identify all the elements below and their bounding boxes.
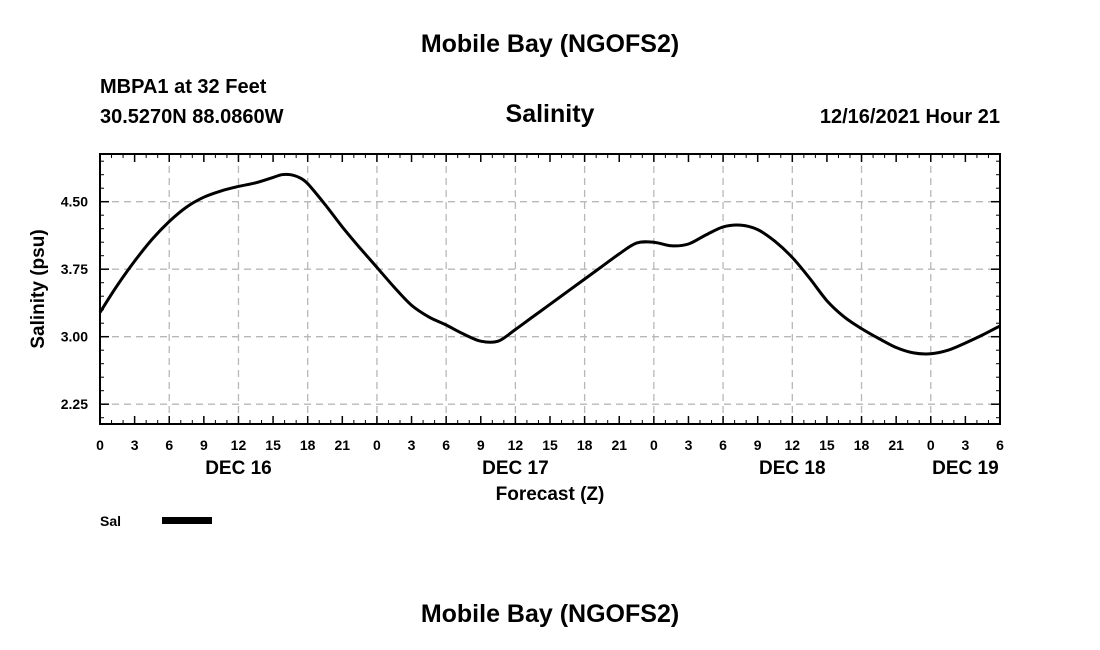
top-title: Mobile Bay (NGOFS2) — [420, 30, 680, 58]
x-tick-label: 0 — [96, 437, 104, 453]
labels-layer: 0 3 6 9 12 15 18 21 0 3 6 9 12 15 18 21 0 3 6 9 12 15 18 21 0 3 6 2… — [28, 194, 1004, 505]
x-tick-label: 18 — [300, 437, 316, 453]
legend-swatch-sal — [162, 517, 212, 524]
x-tick-label: 21 — [888, 437, 904, 453]
x-tick-label: 6 — [165, 437, 173, 453]
x-tick-label: 3 — [685, 437, 693, 453]
x-tick-label: 3 — [131, 437, 139, 453]
y-tick-label: 3.75 — [61, 261, 88, 277]
day-label: DEC 19 — [932, 458, 999, 479]
y-axis-label: Salinity (psu) — [28, 229, 49, 348]
plot-frame — [99, 153, 1001, 425]
x-tick-label: 15 — [542, 437, 558, 453]
chart-title: Salinity — [505, 100, 595, 128]
datetime-label: 12/16/2021 Hour 21 — [819, 106, 1000, 128]
x-tick-label: 6 — [442, 437, 450, 453]
x-tick-label: 15 — [265, 437, 281, 453]
series-layer — [98, 172, 1001, 356]
x-tick-label: 21 — [611, 437, 627, 453]
x-tick-label: 0 — [650, 437, 658, 453]
x-tick-label: 9 — [477, 437, 485, 453]
y-tick-label: 3.00 — [61, 329, 88, 345]
y-tick-label: 2.25 — [61, 396, 88, 412]
day-label: DEC 16 — [205, 458, 272, 479]
series-line-sal — [98, 172, 1001, 356]
x-tick-label: 0 — [373, 437, 381, 453]
x-tick-label: 18 — [577, 437, 593, 453]
x-tick-label: 15 — [819, 437, 835, 453]
day-label: DEC 18 — [759, 458, 826, 479]
coordinates-label: 30.5270N 88.0860W — [100, 106, 284, 128]
x-tick-label: 12 — [231, 437, 247, 453]
station-label: MBPA1 at 32 Feet — [100, 76, 267, 98]
bottom-title: Mobile Bay (NGOFS2) — [420, 600, 680, 628]
x-tick-label: 3 — [961, 437, 969, 453]
x-tick-label: 12 — [508, 437, 524, 453]
x-tick-label: 12 — [785, 437, 801, 453]
ticks-layer — [99, 154, 1001, 424]
x-tick-label: 18 — [854, 437, 870, 453]
y-tick-label: 4.50 — [61, 194, 88, 210]
x-tick-label: 3 — [408, 437, 416, 453]
day-label: DEC 17 — [482, 458, 549, 479]
x-tick-label: 9 — [200, 437, 208, 453]
x-tick-label: 9 — [754, 437, 762, 453]
x-axis-label: Forecast (Z) — [496, 484, 605, 505]
legend: Sal — [100, 513, 212, 529]
x-tick-label: 6 — [719, 437, 727, 453]
x-tick-label: 6 — [996, 437, 1004, 453]
legend-label-sal: Sal — [100, 513, 121, 529]
x-tick-label: 21 — [335, 437, 351, 453]
x-tick-label: 0 — [927, 437, 935, 453]
grid-lines — [100, 154, 1000, 424]
